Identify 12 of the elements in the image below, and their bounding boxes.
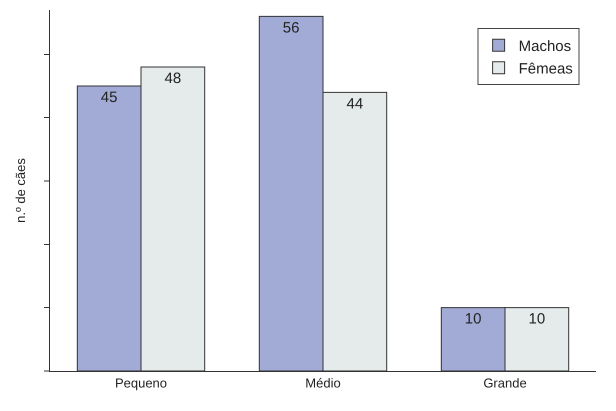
legend-label: Machos — [518, 38, 572, 56]
data-label: 10 — [464, 310, 482, 328]
x-tick-label: Pequeno — [114, 376, 168, 391]
data-label: 44 — [346, 95, 364, 112]
legend-label: Fêmeas — [518, 60, 573, 78]
data-label: 48 — [164, 70, 182, 87]
x-tick-label: Grande — [483, 376, 527, 391]
data-label: 10 — [528, 310, 546, 328]
data-label: 56 — [282, 19, 300, 36]
data-label: 45 — [100, 89, 118, 106]
y-axis-title: n.º de cães — [12, 158, 28, 223]
x-tick-label: Médio — [305, 376, 341, 391]
